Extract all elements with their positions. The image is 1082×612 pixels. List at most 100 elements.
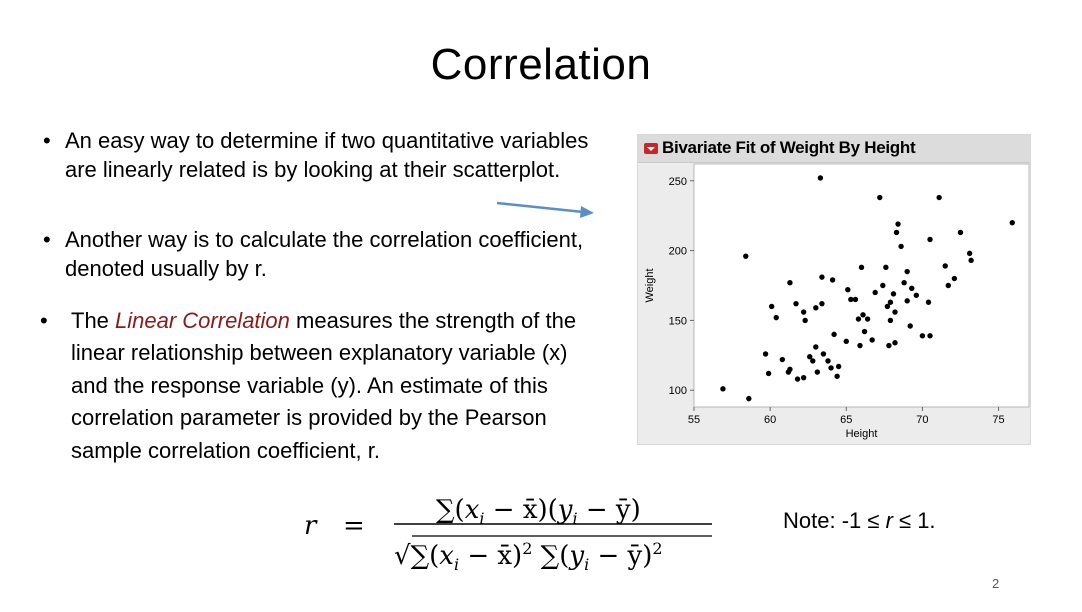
data-point bbox=[966, 250, 973, 257]
y-tick-label: 250 bbox=[669, 176, 687, 188]
data-point bbox=[913, 292, 920, 298]
data-point bbox=[904, 298, 910, 304]
data-point bbox=[869, 337, 875, 343]
data-point bbox=[890, 291, 897, 297]
x-tick-label: 75 bbox=[992, 414, 1004, 426]
bullet-marker: • bbox=[43, 128, 51, 153]
data-point bbox=[779, 356, 786, 363]
data-point bbox=[835, 363, 842, 370]
data-point bbox=[936, 194, 942, 201]
data-point bbox=[819, 274, 825, 280]
data-point bbox=[810, 358, 816, 364]
dropdown-triangle-icon[interactable] bbox=[644, 143, 658, 154]
data-point bbox=[945, 282, 951, 289]
bullet-marker: • bbox=[43, 227, 51, 252]
data-point bbox=[884, 303, 891, 310]
chart-title: Bivariate Fit of Weight By Height bbox=[662, 138, 916, 157]
bullet-text-before: The bbox=[71, 308, 116, 333]
data-point bbox=[857, 342, 863, 349]
data-point bbox=[762, 351, 769, 357]
bullet-linear-correlation: • The Linear Correlation measures the st… bbox=[40, 305, 601, 467]
x-axis-label: Height bbox=[846, 428, 878, 440]
x-tick-label: 60 bbox=[764, 414, 776, 426]
data-point bbox=[720, 386, 726, 392]
data-point bbox=[872, 289, 878, 296]
x-tick-label: 65 bbox=[840, 414, 852, 426]
bullet-scatterplot: • An easy way to determine if two quanti… bbox=[43, 126, 625, 184]
data-point bbox=[829, 277, 836, 283]
formula-r: r bbox=[304, 511, 318, 541]
data-point bbox=[768, 303, 775, 310]
formula-equals: = bbox=[343, 511, 365, 541]
plot-frame bbox=[693, 163, 1030, 408]
data-point bbox=[746, 395, 752, 402]
data-point bbox=[793, 300, 799, 307]
data-point bbox=[787, 280, 793, 286]
data-point bbox=[880, 282, 886, 289]
data-point bbox=[892, 309, 898, 315]
data-point bbox=[901, 280, 907, 286]
data-point bbox=[887, 317, 894, 324]
data-point bbox=[925, 299, 932, 305]
data-point bbox=[765, 370, 772, 377]
x-tick-label: 70 bbox=[916, 414, 928, 426]
data-point bbox=[907, 323, 913, 329]
data-point bbox=[887, 299, 894, 305]
data-point bbox=[892, 340, 898, 346]
y-tick-label: 200 bbox=[669, 246, 687, 258]
data-point bbox=[843, 338, 849, 345]
data-point bbox=[927, 236, 933, 243]
data-point bbox=[825, 358, 831, 364]
note-r: r bbox=[885, 508, 893, 533]
data-point bbox=[951, 275, 958, 282]
data-point bbox=[834, 373, 840, 379]
y-tick-label: 100 bbox=[669, 385, 687, 397]
linear-correlation-emphasis: Linear Correlation bbox=[115, 308, 290, 333]
panel-header: Bivariate Fit of Weight By Height bbox=[638, 135, 1030, 163]
bullet-text: An easy way to determine if two quantita… bbox=[65, 128, 589, 182]
data-point bbox=[773, 314, 779, 321]
data-point bbox=[794, 376, 801, 382]
data-point bbox=[909, 285, 915, 291]
data-point bbox=[848, 296, 854, 303]
data-point bbox=[927, 333, 933, 339]
y-axis-label: Weight bbox=[644, 268, 656, 302]
formula-numerator: ∑(xi − x̄)(yi − ȳ) bbox=[436, 495, 641, 528]
right-arrow-icon bbox=[496, 201, 594, 218]
note-suffix: ≤ 1. bbox=[892, 508, 936, 533]
data-point bbox=[877, 194, 883, 201]
data-point bbox=[800, 309, 807, 315]
data-point bbox=[968, 257, 974, 264]
bullet-correlation-coefficient: • Another way is to calculate the correl… bbox=[43, 225, 625, 283]
y-tick-label: 150 bbox=[669, 315, 687, 327]
data-point bbox=[743, 253, 749, 259]
data-point bbox=[814, 369, 821, 375]
data-point bbox=[828, 365, 834, 371]
bullet-marker: • bbox=[40, 308, 48, 333]
data-point bbox=[800, 374, 807, 381]
scatterplot: 100 150 200 250 55 60 65 70 75 Weight Height bbox=[644, 163, 1030, 440]
data-point bbox=[813, 305, 819, 311]
data-point bbox=[817, 175, 824, 181]
bivariate-fit-panel: Bivariate Fit of Weight By Height 100 150… bbox=[637, 134, 1031, 445]
data-point bbox=[861, 328, 868, 335]
data-point bbox=[898, 243, 904, 250]
data-point bbox=[957, 229, 964, 236]
data-point bbox=[864, 316, 871, 322]
bullet-text-after: measures the strength of the linear rela… bbox=[71, 308, 577, 463]
data-point bbox=[819, 300, 825, 307]
data-point bbox=[883, 264, 889, 271]
data-point bbox=[802, 317, 808, 324]
data-point bbox=[904, 268, 910, 275]
formula-denominator: √∑(xi − x̄)2 ∑(yi − ȳ)2 bbox=[394, 539, 663, 574]
slide-title: Correlation bbox=[430, 40, 652, 89]
data-point bbox=[895, 221, 901, 227]
data-point bbox=[845, 286, 851, 293]
data-point bbox=[787, 366, 793, 372]
data-point bbox=[858, 264, 865, 271]
bullet-text: Another way is to calculate the correlat… bbox=[65, 227, 584, 281]
data-point bbox=[860, 312, 866, 318]
data-point bbox=[1009, 219, 1015, 226]
data-point bbox=[852, 296, 859, 303]
note-prefix: Note: -1 ≤ bbox=[783, 508, 886, 533]
